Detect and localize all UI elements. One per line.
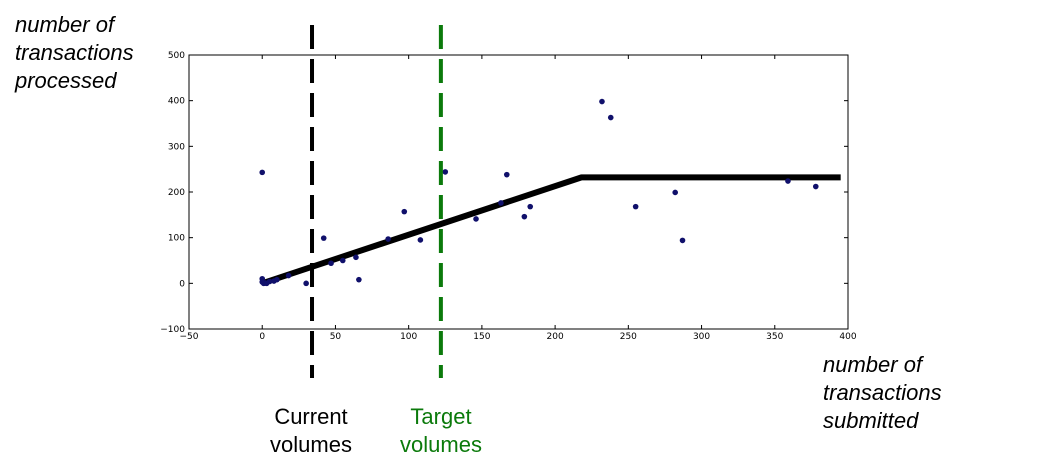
- data-point: [266, 278, 273, 285]
- data-point: [672, 189, 678, 196]
- data-point: [679, 237, 686, 244]
- data-point: [599, 98, 605, 105]
- y-tick-label: 100: [168, 234, 185, 244]
- data-point: [503, 171, 510, 178]
- data-point: [417, 237, 424, 243]
- data-point: [328, 260, 334, 267]
- target-volumes-label-line: Target: [410, 404, 472, 429]
- target-volumes-label-line: volumes: [400, 432, 482, 457]
- x-tick-label: 350: [766, 332, 783, 342]
- x-tick-label: 400: [839, 332, 856, 342]
- data-point: [274, 276, 280, 283]
- x-tick-label: 100: [400, 332, 417, 342]
- data-point: [607, 114, 614, 121]
- data-point: [527, 203, 534, 210]
- y-tick-label: −100: [160, 325, 185, 335]
- data-point: [812, 183, 819, 190]
- data-point: [285, 272, 292, 279]
- y-axis-label: number of transactions processed: [15, 11, 185, 95]
- y-axis-label-line: processed: [15, 68, 117, 93]
- x-axis-label: number of transactions submitted: [823, 351, 1033, 435]
- data-point: [473, 216, 479, 222]
- plot-frame: [188, 54, 849, 330]
- x-tick-label: 50: [330, 332, 342, 342]
- x-tick-label: 150: [473, 332, 490, 342]
- data-point: [356, 276, 362, 283]
- y-tick-label: 400: [168, 97, 185, 107]
- y-tick-label: 300: [168, 142, 185, 152]
- y-axis-label-line: transactions: [15, 40, 134, 65]
- x-axis-label-line: submitted: [823, 408, 919, 433]
- data-point: [632, 203, 639, 210]
- y-tick-label: 0: [179, 279, 185, 289]
- plot-layer: −50 0 50 100 150 200 250 300 350 400 −100 0 100 200 30…: [160, 25, 857, 378]
- x-axis-label-line: number of: [823, 352, 923, 377]
- current-volumes-label: Current volumes: [246, 403, 376, 459]
- data-point: [339, 257, 346, 264]
- x-tick-label: 200: [547, 332, 564, 342]
- current-volumes-label-line: Current: [274, 404, 348, 429]
- data-point: [259, 169, 266, 176]
- x-tick-label: −50: [180, 332, 199, 342]
- x-tick-label: 300: [693, 332, 710, 342]
- data-point: [303, 280, 309, 287]
- data-point: [785, 178, 791, 184]
- data-point: [498, 200, 504, 206]
- y-tick-label: 500: [168, 51, 185, 61]
- x-tick-label: 250: [620, 332, 637, 342]
- data-point: [442, 169, 449, 175]
- x-axis-label-line: transactions: [823, 380, 942, 405]
- y-tick-label: 200: [168, 188, 185, 198]
- y-axis-label-line: number of: [15, 12, 115, 37]
- data-point: [385, 236, 391, 242]
- target-volumes-label: Target volumes: [376, 403, 506, 459]
- data-point: [320, 235, 327, 241]
- data-point: [353, 254, 359, 261]
- data-point: [401, 208, 408, 215]
- fit-line: [261, 174, 841, 287]
- data-point: [521, 213, 528, 220]
- x-tick-label: 0: [259, 332, 265, 342]
- current-volumes-label-line: volumes: [270, 432, 352, 457]
